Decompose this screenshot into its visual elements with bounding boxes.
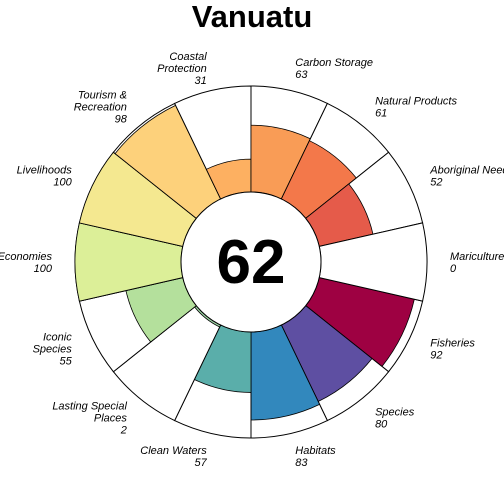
label-name: Aboriginal Needs — [429, 165, 504, 177]
label-name: Clean Waters — [140, 445, 207, 457]
petal-layer — [74, 85, 428, 439]
label-value: 100 — [34, 263, 53, 275]
label-value: 52 — [430, 177, 442, 189]
label-value: 0 — [450, 263, 457, 275]
label-value: 61 — [375, 107, 387, 119]
chart-title: Vanuatu — [192, 0, 313, 34]
label-name: Species — [33, 343, 73, 355]
label-name: Coastal — [169, 51, 207, 63]
center-score: 62 — [217, 228, 286, 297]
label-name: Livelihoods — [17, 165, 73, 177]
label-name: Habitats — [295, 445, 336, 457]
label-name: Economies — [0, 251, 52, 263]
label-name: Species — [375, 407, 415, 419]
label-value: 83 — [295, 457, 308, 469]
label-aboriginal-needs: Aboriginal Needs52 — [429, 165, 504, 189]
center-hole — [180, 191, 322, 333]
label-name: Fisheries — [430, 337, 475, 349]
label-value: 98 — [115, 113, 128, 125]
label-name: Mariculture — [450, 251, 504, 263]
label-name: Places — [94, 413, 128, 425]
label-name: Recreation — [74, 101, 127, 113]
label-value: 100 — [53, 177, 72, 189]
label-name: Protection — [157, 63, 207, 75]
label-value: 57 — [194, 457, 207, 469]
label-value: 63 — [295, 69, 308, 81]
label-value: 80 — [375, 419, 388, 431]
label-name: Tourism & — [78, 89, 127, 101]
label-name: Natural Products — [375, 95, 457, 107]
label-value: 2 — [120, 425, 127, 437]
label-name: Iconic — [43, 331, 72, 343]
label-value: 55 — [59, 355, 72, 367]
label-value: 31 — [194, 75, 206, 87]
label-name: Carbon Storage — [295, 57, 373, 69]
label-value: 92 — [430, 349, 442, 361]
label-name: Lasting Special — [52, 401, 127, 413]
